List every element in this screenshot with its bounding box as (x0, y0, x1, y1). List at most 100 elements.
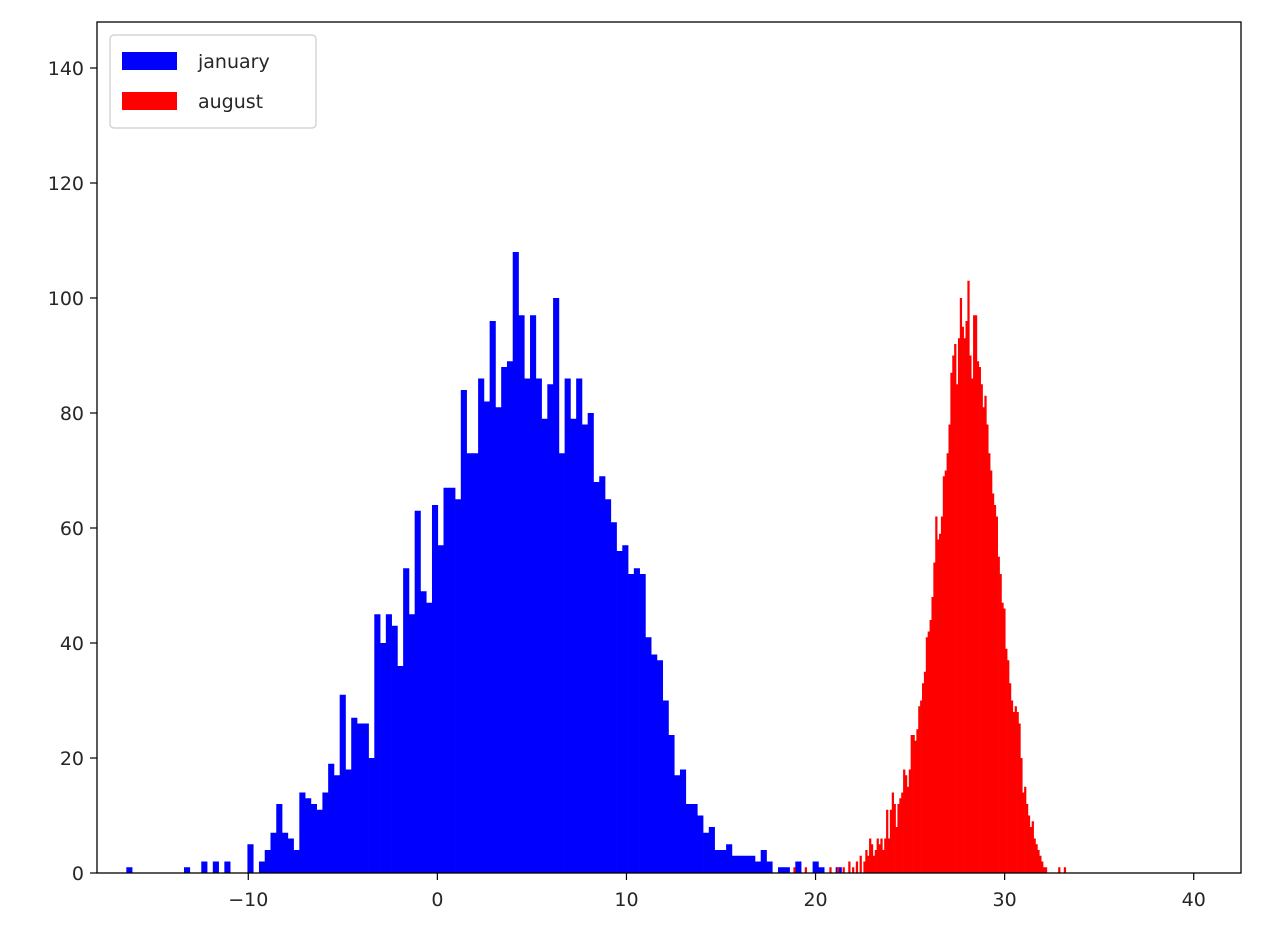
bar-january-99 (697, 815, 704, 873)
bar-august-89 (959, 298, 963, 873)
bar-august-70 (923, 671, 927, 873)
bars-layer (126, 252, 1067, 873)
bar-january-62 (483, 401, 490, 873)
bar-january-74 (553, 298, 560, 873)
bar-january-40 (357, 723, 364, 873)
bar-august-88 (957, 338, 961, 873)
bar-august-104 (988, 453, 991, 873)
bar-january-102 (714, 850, 721, 873)
bar-january-104 (726, 844, 733, 873)
bar-august-94 (969, 355, 972, 873)
bar-january-52 (426, 602, 433, 873)
bar-january-86 (622, 545, 629, 873)
bar-january-114 (783, 867, 790, 873)
bar-august-98 (976, 361, 980, 873)
bar-january-77 (570, 418, 577, 873)
bar-january-66 (506, 361, 514, 873)
bar-january-37 (339, 694, 346, 873)
bar-january-81 (593, 482, 600, 873)
bar-january-109 (754, 861, 762, 873)
bar-august-49 (884, 838, 887, 873)
bar-january-51 (420, 591, 427, 873)
bar-august-79 (940, 516, 944, 873)
bar-august-83 (948, 424, 951, 873)
bar-august-101 (982, 407, 985, 873)
bar-january-119 (812, 861, 819, 873)
bar-january-15 (212, 861, 219, 873)
bar-january-79 (581, 424, 589, 873)
bar-august-118 (1014, 706, 1017, 873)
bar-august-62 (908, 769, 912, 873)
bar-january-95 (674, 775, 681, 873)
y-tick-label: 60 (60, 518, 84, 540)
bar-january-55 (443, 487, 450, 873)
bar-january-98 (691, 804, 698, 873)
bar-august-112 (1003, 608, 1006, 873)
bar-august-72 (927, 631, 930, 873)
bar-january-87 (628, 574, 635, 873)
bar-january-50 (414, 510, 421, 873)
bar-august-141 (1058, 867, 1061, 873)
bar-august-53 (891, 792, 894, 873)
bar-january-17 (224, 861, 231, 873)
legend-box (109, 34, 317, 129)
bar-august-1 (793, 867, 796, 873)
bar-august-123 (1024, 786, 1027, 873)
bar-august-124 (1026, 804, 1029, 873)
bar-august-122 (1022, 792, 1025, 873)
bar-january-67 (512, 252, 519, 873)
bar-january-90 (645, 637, 652, 873)
bar-august-97 (974, 315, 978, 873)
bar-january-26 (276, 804, 283, 873)
bar-january-70 (530, 315, 537, 873)
bar-august-82 (946, 453, 949, 873)
bar-january-83 (604, 499, 612, 873)
bar-january-85 (616, 551, 623, 873)
bar-january-42 (368, 758, 375, 873)
bar-august-66 (916, 729, 919, 873)
bar-august-52 (889, 809, 893, 873)
bar-january-110 (760, 850, 767, 873)
bar-august-68 (920, 700, 923, 873)
bar-august-99 (978, 367, 981, 873)
bar-august-67 (918, 706, 921, 873)
bar-january-44 (380, 643, 387, 873)
bar-january-89 (639, 574, 646, 873)
bar-august-78 (939, 533, 942, 873)
bar-august-59 (903, 769, 906, 873)
bar-january-64 (495, 407, 502, 873)
bar-january-54 (437, 545, 444, 873)
bar-august-92 (965, 321, 968, 873)
y-tick-label: 100 (48, 288, 84, 310)
legend-swatch-january (122, 52, 177, 70)
bar-august-127 (1031, 821, 1034, 873)
bar-january-96 (679, 769, 687, 873)
bar-august-134 (1044, 867, 1048, 873)
bar-august-43 (872, 855, 876, 873)
bar-january-105 (731, 855, 738, 873)
bar-august-96 (973, 315, 976, 873)
bar-january-68 (518, 315, 525, 873)
bar-january-43 (374, 614, 381, 873)
x-tick-label: 20 (803, 889, 827, 911)
ticks-layer: −10 0 10 20 30 40 0 20 40 60 80 100 120 140 (48, 58, 1206, 911)
bar-august-55 (895, 827, 898, 873)
bar-august-24 (836, 867, 840, 873)
bar-august-44 (874, 850, 877, 873)
bar-january-34 (322, 792, 329, 873)
bar-january-25 (270, 832, 277, 873)
bar-january-113 (778, 867, 785, 873)
bar-august-132 (1041, 861, 1044, 873)
bar-january-94 (668, 735, 675, 873)
bar-august-84 (950, 372, 953, 873)
legend-swatch-august (122, 92, 177, 110)
bar-january-31 (305, 798, 312, 873)
bar-august-20 (829, 867, 832, 873)
bar-august-40 (867, 855, 870, 873)
bar-august-86 (954, 344, 957, 873)
bar-august-48 (882, 850, 885, 873)
bar-august-113 (1005, 648, 1008, 873)
bar-january-21 (247, 844, 254, 873)
bar-january-30 (299, 792, 306, 873)
